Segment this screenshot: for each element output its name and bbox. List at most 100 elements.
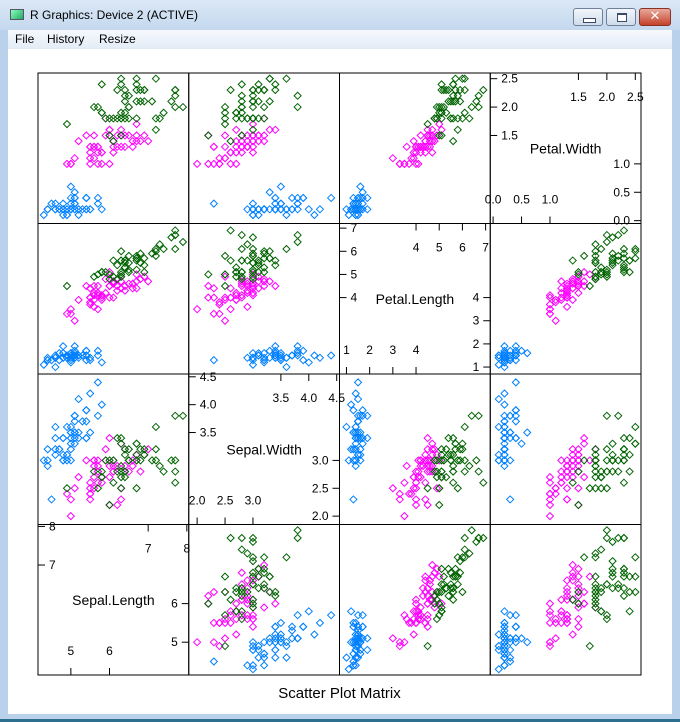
data-point (43, 353, 52, 362)
data-point (113, 500, 122, 510)
data-point (209, 637, 219, 647)
data-point (346, 445, 356, 454)
data-point (237, 267, 246, 277)
data-point (226, 226, 235, 235)
data-point (85, 142, 95, 152)
panel-frame (37, 72, 190, 224)
data-point (271, 653, 280, 662)
svg-text:4: 4 (413, 241, 420, 255)
data-point (423, 610, 432, 620)
data-point (74, 136, 83, 146)
data-point (209, 657, 219, 666)
data-point (62, 353, 72, 362)
data-point (265, 74, 274, 83)
data-point (74, 394, 83, 404)
data-point (353, 610, 363, 620)
data-point (120, 91, 130, 100)
data-point (545, 309, 555, 319)
data-point (237, 256, 246, 265)
svg-text:2.5: 2.5 (217, 494, 234, 508)
data-point (430, 456, 439, 465)
data-point (124, 456, 134, 465)
data-point (70, 193, 79, 203)
data-point (304, 358, 313, 367)
data-point (265, 353, 274, 362)
data-point (574, 484, 583, 493)
data-point (423, 641, 432, 651)
data-point (423, 500, 432, 510)
data-point (500, 422, 509, 432)
data-point (248, 599, 258, 608)
data-point (89, 288, 99, 298)
data-point (220, 153, 230, 163)
data-point (293, 230, 302, 240)
data-point (282, 553, 291, 562)
data-point (178, 102, 188, 112)
data-point (500, 353, 509, 362)
menu-history[interactable]: History (47, 32, 85, 46)
data-point (220, 102, 230, 112)
data-point (596, 484, 606, 493)
menu-resize[interactable]: Resize (99, 32, 136, 46)
data-point (423, 456, 432, 465)
data-point (204, 293, 213, 302)
data-point (625, 587, 634, 597)
data-point (265, 277, 274, 286)
data-point (85, 478, 95, 487)
data-point (500, 351, 509, 360)
data-point (437, 114, 446, 123)
svg-text:4.5: 4.5 (328, 391, 345, 405)
data-point (411, 599, 421, 608)
maximize-button[interactable] (606, 8, 636, 26)
close-button[interactable]: ✕ (639, 8, 671, 26)
data-point (557, 610, 566, 620)
data-point (58, 199, 68, 208)
data-point (226, 256, 235, 265)
data-point (66, 182, 76, 191)
svg-text:5: 5 (171, 635, 178, 649)
data-point (619, 249, 629, 258)
data-point (113, 286, 122, 295)
data-point (545, 304, 555, 314)
data-point (287, 626, 297, 635)
data-point (116, 433, 126, 443)
data-point (51, 199, 60, 208)
data-point (82, 281, 91, 291)
data-point (220, 270, 230, 279)
menu-file[interactable]: File (15, 32, 35, 46)
window-titlebar[interactable]: R Graphics: Device 2 (ACTIVE) ✕ (0, 0, 680, 30)
data-point (500, 622, 509, 631)
data-point (619, 244, 629, 254)
data-point (116, 114, 126, 123)
data-point (402, 142, 411, 152)
data-point (47, 355, 56, 365)
data-point (43, 355, 52, 365)
data-point (505, 353, 515, 362)
data-point (416, 456, 425, 465)
data-point (458, 114, 467, 123)
data-point (416, 461, 425, 471)
data-point (167, 97, 176, 106)
data-point (574, 267, 583, 277)
data-point (358, 610, 367, 620)
data-point (93, 148, 103, 157)
data-point (574, 467, 583, 476)
data-point (282, 653, 291, 662)
data-point (248, 267, 258, 277)
data-point (458, 74, 467, 83)
r-app-icon (10, 9, 24, 20)
data-point (248, 622, 258, 631)
svg-text:3: 3 (389, 343, 396, 357)
data-point (259, 580, 269, 589)
data-point (418, 591, 428, 601)
data-point (505, 657, 515, 666)
data-point (579, 281, 589, 291)
data-point (545, 618, 555, 628)
data-point (116, 247, 126, 256)
data-point (625, 256, 634, 265)
data-point (62, 159, 72, 169)
data-point (105, 433, 114, 443)
minimize-button[interactable] (573, 8, 603, 26)
data-point (608, 568, 617, 577)
close-icon: ✕ (649, 9, 661, 24)
